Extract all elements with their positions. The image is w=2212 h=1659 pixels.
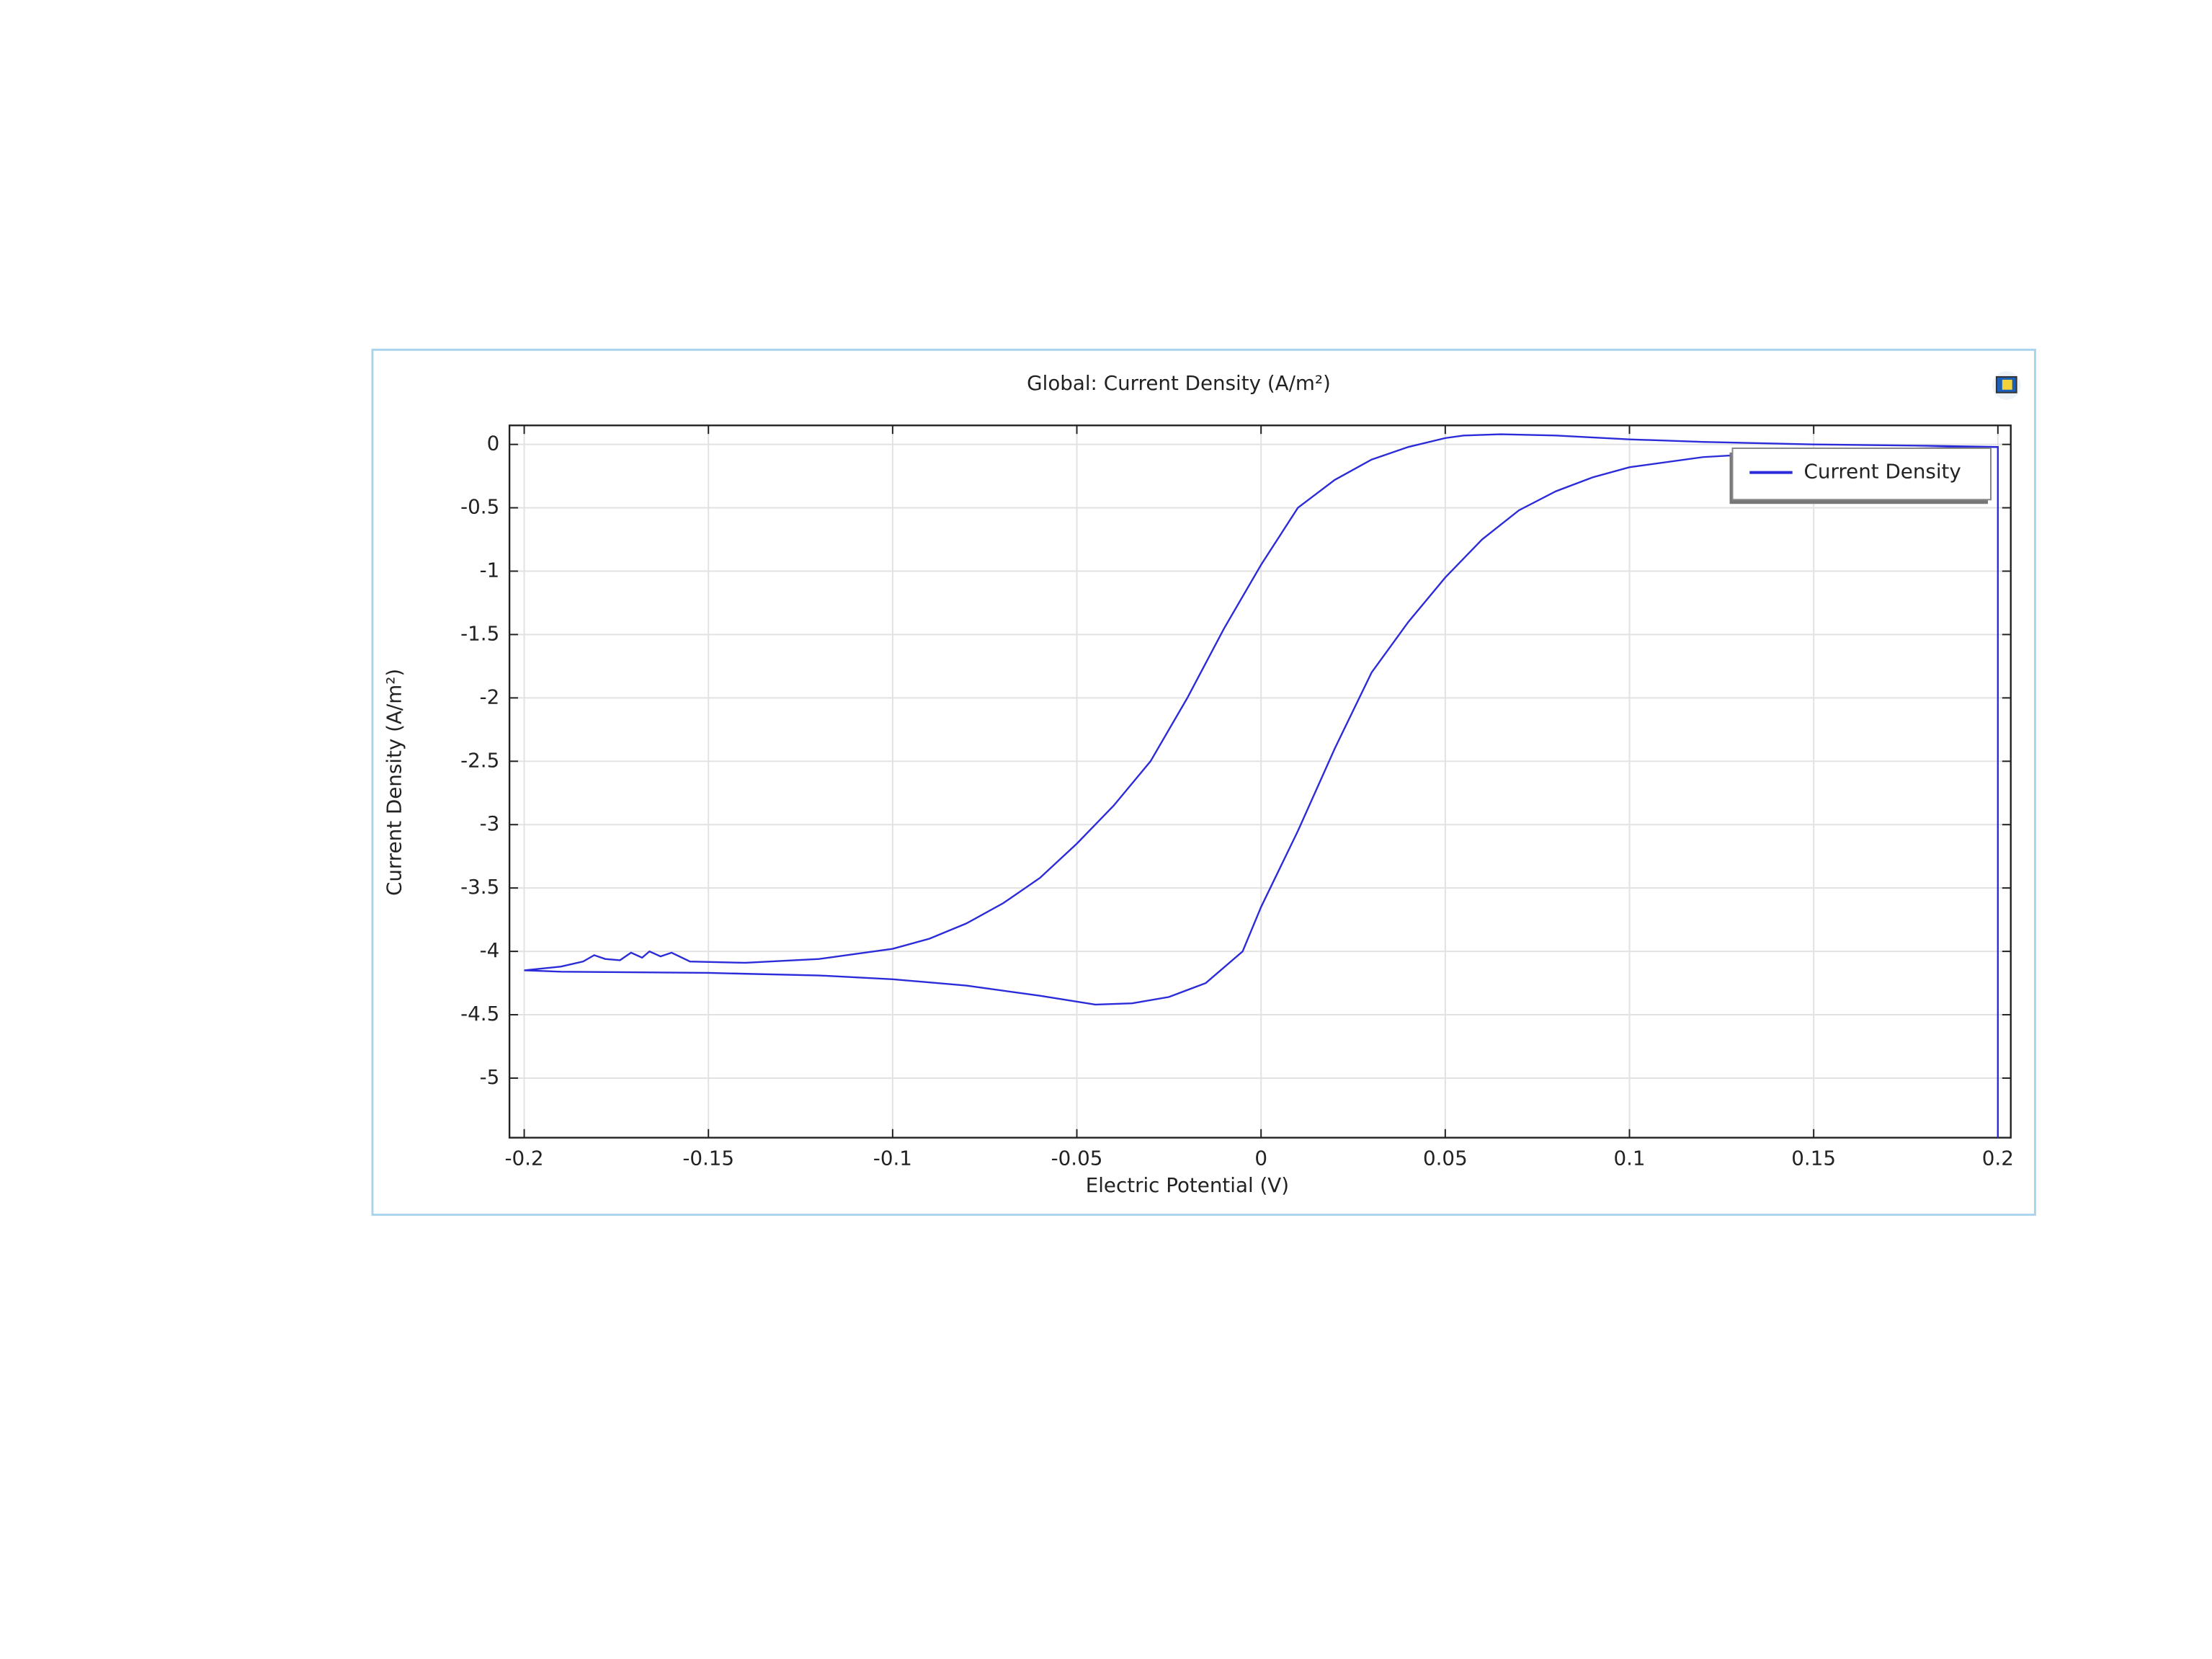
x-tick-label: 0.15 <box>1791 1146 1836 1170</box>
x-tick-label: 0.2 <box>1982 1146 2014 1170</box>
x-tick-label: 0.1 <box>1613 1146 1645 1170</box>
chart-title: Global: Current Density (A/m²) <box>1027 371 1331 395</box>
y-tick-label: -2.5 <box>460 748 499 772</box>
y-tick-label: -0.5 <box>460 495 499 519</box>
x-tick-label: -0.2 <box>504 1146 543 1170</box>
legend-label: Current Density <box>1804 460 1961 484</box>
y-axis-label: Current Density (A/m²) <box>383 669 406 896</box>
x-tick-label: 0 <box>1254 1146 1267 1170</box>
y-tick-label: -4 <box>480 938 500 962</box>
x-tick-label: 0.05 <box>1423 1146 1468 1170</box>
y-tick-label: -3 <box>480 811 500 835</box>
y-tick-label: -3.5 <box>460 875 499 899</box>
y-tick-label: -1 <box>480 559 500 582</box>
y-tick-label: -4.5 <box>460 1002 499 1026</box>
y-tick-label: -5 <box>480 1065 500 1089</box>
x-axis-label: Electric Potential (V) <box>1086 1173 1289 1197</box>
y-tick-label: 0 <box>487 432 500 455</box>
x-tick-label: -0.05 <box>1051 1146 1103 1170</box>
x-tick-label: -0.1 <box>873 1146 912 1170</box>
icon-inner <box>2002 379 2012 390</box>
plot-frame <box>508 424 2012 1139</box>
y-tick-label: -1.5 <box>460 621 499 645</box>
y-tick-label: -2 <box>480 685 500 708</box>
x-tick-label: -0.15 <box>682 1146 734 1170</box>
data-line <box>524 433 1999 1138</box>
panel-icon[interactable] <box>1992 371 2021 400</box>
